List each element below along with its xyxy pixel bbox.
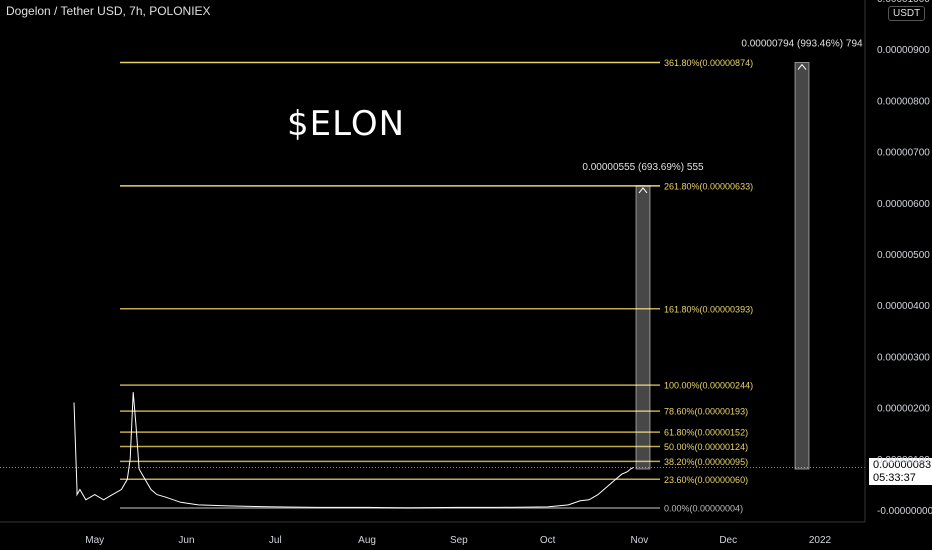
y-tick-label: 0.00000500 (877, 250, 930, 261)
fib-level-label: 78.60%(0.00000193) (664, 407, 748, 417)
y-tick-label: 0.00000700 (877, 148, 930, 159)
chart-title: Dogelon / Tether USD, 7h, POLONIEX (6, 4, 211, 18)
chart-annotation-text: $ELON (287, 104, 406, 144)
x-tick-label: Nov (631, 535, 649, 546)
fib-level-label: 61.80%(0.00000152) (664, 428, 748, 438)
currency-selector[interactable]: USDT (888, 6, 926, 21)
fib-level-label: 161.80%(0.00000393) (664, 304, 753, 314)
price-range-bar (635, 185, 651, 470)
x-tick-label: Sep (450, 535, 468, 546)
y-tick-label: 0.00000900 (877, 45, 930, 56)
fib-level-label: 100.00%(0.00000244) (664, 381, 753, 391)
y-tick-label: 0.00000200 (877, 404, 930, 415)
price-range-bar (794, 62, 810, 470)
y-tick-label: 0.00000800 (877, 96, 930, 107)
fib-level-label: 38.20%(0.00000095) (664, 457, 748, 467)
y-tick-label: 0.00000100 (877, 455, 930, 466)
x-tick-label: May (85, 535, 104, 546)
fib-level-label: 0.00%(0.00000004) (664, 503, 743, 513)
x-tick-label: Dec (719, 535, 737, 546)
price-line (73, 392, 634, 509)
fib-level-label: 50.00%(0.00000124) (664, 442, 748, 452)
y-tick-label: -0.00000000 (877, 506, 932, 517)
y-tick-label: 0.00000300 (877, 352, 930, 363)
x-tick-label: Aug (358, 535, 376, 546)
fib-level-label: 23.60%(0.00000060) (664, 475, 748, 485)
fib-level-label: 361.80%(0.00000874) (664, 58, 753, 68)
price-range-label: 0.00000555 (693.69%) 555 (582, 162, 704, 173)
price-range-label: 0.00000794 (993.46%) 794 (741, 39, 863, 50)
x-tick-label: Oct (540, 535, 556, 546)
current-price-label: 0.00000083 (869, 458, 932, 472)
bar-countdown-label: 05:33:37 (869, 471, 932, 485)
arrow-up-icon (638, 187, 648, 194)
y-tick-label: 0.00000400 (877, 301, 930, 312)
arrow-up-icon (797, 63, 807, 70)
x-tick-label: Jul (269, 535, 282, 546)
y-tick-label: 0.00001000 (877, 0, 930, 5)
fib-level-label: 261.80%(0.00000633) (664, 181, 753, 191)
x-tick-label: 2022 (809, 535, 832, 546)
x-tick-label: Jun (178, 535, 194, 546)
y-tick-label: 0.00000600 (877, 199, 930, 210)
